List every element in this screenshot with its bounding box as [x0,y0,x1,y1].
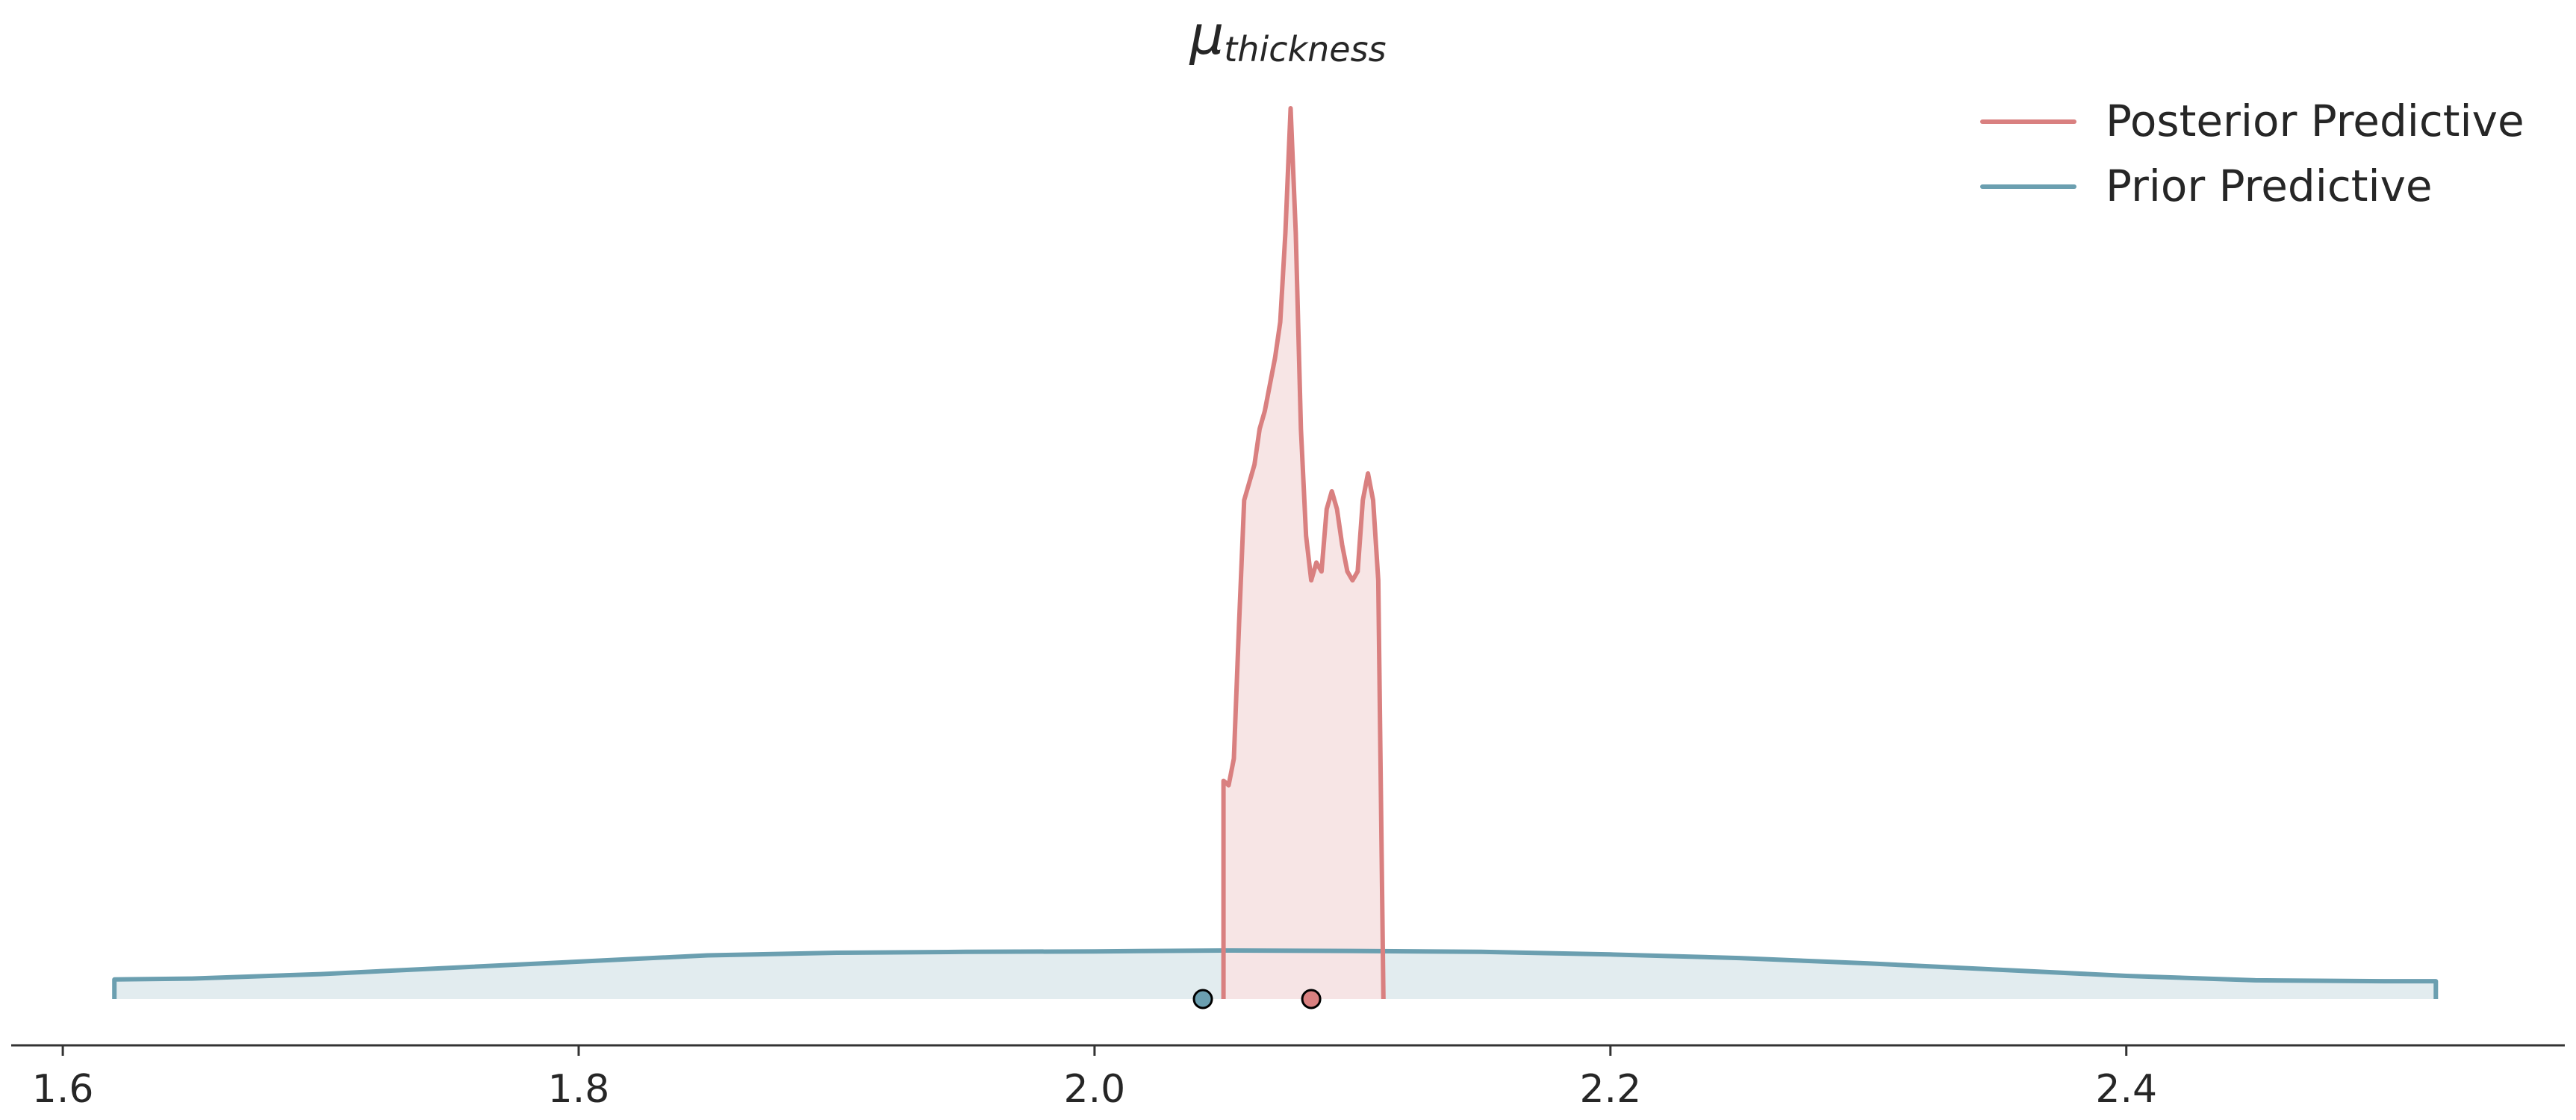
x-tick-label: 1.6 [32,1067,94,1112]
legend: Posterior Predictive Prior Predictive [1980,96,2524,211]
x-tick-label: 2.2 [1579,1067,1641,1112]
x-axis-ticks: 1.6 1.8 2.0 2.2 2.4 [32,1045,2157,1112]
prior-predictive-line [112,948,2439,999]
x-tick-label: 2.4 [2095,1067,2157,1112]
chart-title: μthickness [1189,4,1386,69]
posterior-predictive-point-estimate [1301,989,1322,1009]
title-symbol: μ [1189,4,1224,66]
density-fills [114,108,2436,999]
legend-label-prior: Prior Predictive [2106,161,2433,211]
point-estimates [1192,989,1322,1009]
legend-label-posterior: Posterior Predictive [2106,96,2524,146]
density-lines [112,106,2439,1000]
x-tick-label: 1.8 [548,1067,610,1112]
prior-predictive-point-estimate [1192,989,1213,1009]
x-tick-label: 2.0 [1064,1067,1126,1112]
posterior-predictive-area [1223,108,1384,999]
posterior-predictive-line [1221,106,1386,1000]
title-subscript: thickness [1224,29,1386,69]
